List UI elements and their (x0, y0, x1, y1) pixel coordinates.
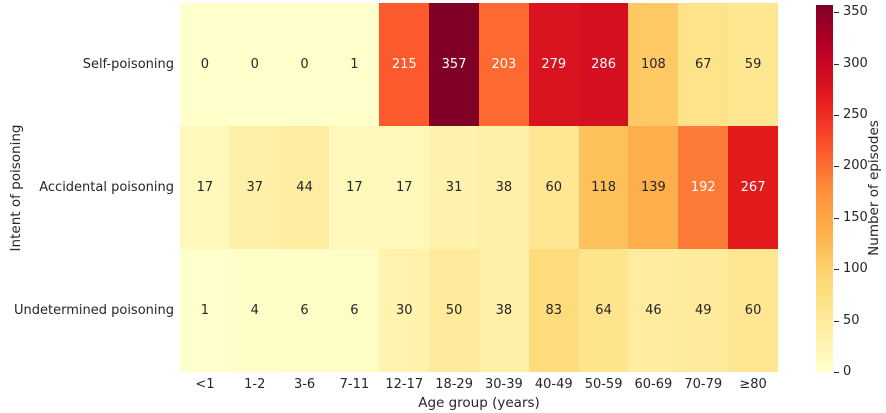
x-tick-label: 12-17 (385, 377, 424, 392)
heatmap-cell: 286 (578, 3, 629, 126)
colorbar-tick-mark (834, 372, 839, 373)
heatmap-cell: 50 (429, 249, 479, 372)
heatmap-cell: 279 (528, 3, 579, 126)
heatmap-cell: 64 (578, 249, 629, 372)
heatmap-cell: 108 (628, 3, 679, 126)
colorbar-tick-label: 150 (843, 209, 868, 225)
heatmap-cell: 267 (728, 126, 778, 249)
colorbar-tick-label: 250 (843, 106, 868, 122)
heatmap-cell: 37 (229, 126, 280, 249)
heatmap-cell: 46 (628, 249, 679, 372)
heatmap-cell: 17 (329, 126, 380, 249)
x-tick-label: <1 (195, 377, 215, 392)
heatmap-cell: 6 (329, 249, 380, 372)
heatmap-cell: 67 (678, 3, 729, 126)
heatmap-cell: 38 (478, 249, 529, 372)
heatmap-cell: 60 (528, 126, 579, 249)
colorbar-tick-label: 50 (843, 312, 860, 328)
colorbar-tick-label: 100 (843, 261, 868, 277)
x-tick-label: 7-11 (339, 377, 370, 392)
heatmap-cell: 1 (180, 249, 230, 372)
heatmap-cell: 357 (429, 3, 479, 126)
heatmap-cell: 0 (229, 3, 280, 126)
colorbar-tick-label: 0 (843, 364, 852, 379)
x-tick-label: 60-69 (634, 377, 673, 392)
heatmap-cell: 192 (678, 126, 729, 249)
colorbar-tick-mark (834, 12, 839, 14)
colorbar-tick-label: 200 (843, 158, 868, 174)
heatmap-cell: 17 (379, 126, 430, 249)
heatmap-cell: 0 (180, 3, 230, 126)
x-tick-label: 3-6 (293, 377, 316, 392)
colorbar-tick-label: 300 (843, 55, 868, 71)
colorbar-tick-mark (834, 320, 839, 322)
y-tick-label: Undetermined poisoning (14, 302, 174, 318)
x-tick-label: 1-2 (244, 377, 266, 392)
heatmap-cell: 44 (279, 126, 330, 249)
heatmap-cell: 49 (678, 249, 729, 372)
x-tick-label: 70-79 (684, 377, 723, 392)
x-tick-label: ≥80 (739, 377, 767, 392)
heatmap-cell: 203 (478, 3, 529, 126)
x-tick-label: 40-49 (534, 377, 573, 392)
heatmap-cell: 38 (478, 126, 529, 249)
heatmap-cell: 59 (728, 3, 778, 126)
colorbar-title: Number of episodes (866, 120, 882, 256)
colorbar-tick-mark (834, 114, 839, 116)
colorbar-tick-mark (834, 166, 839, 168)
heatmap-cell: 1 (329, 3, 380, 126)
heatmap-cell: 0 (279, 3, 330, 126)
colorbar-tick-label: 350 (843, 4, 868, 20)
colorbar-tick-mark (834, 217, 839, 219)
y-tick-label: Accidental poisoning (39, 179, 174, 195)
heatmap: 0 0 0 1 215 357 203 279 286 108 67 59 17 37 44 17 17 31 38… (180, 3, 778, 372)
colorbar (816, 5, 833, 372)
y-tick-label: Self-poisoning (82, 56, 174, 72)
heatmap-cell: 118 (578, 126, 629, 249)
heatmap-cell: 139 (628, 126, 679, 249)
colorbar-tick-mark (834, 63, 839, 65)
heatmap-cell: 215 (379, 3, 430, 126)
heatmap-cell: 83 (528, 249, 579, 372)
x-axis-title: Age group (years) (418, 395, 540, 411)
heatmap-cell: 6 (279, 249, 330, 372)
colorbar-tick-mark (834, 269, 839, 271)
heatmap-cell: 4 (229, 249, 280, 372)
x-tick-label: 50-59 (584, 377, 623, 392)
heatmap-cell: 30 (379, 249, 430, 372)
heatmap-cell: 60 (728, 249, 778, 372)
heatmap-cell: 17 (180, 126, 230, 249)
x-tick-label: 18-29 (435, 377, 473, 392)
heatmap-cell: 31 (429, 126, 479, 249)
x-tick-label: 30-39 (485, 377, 523, 392)
